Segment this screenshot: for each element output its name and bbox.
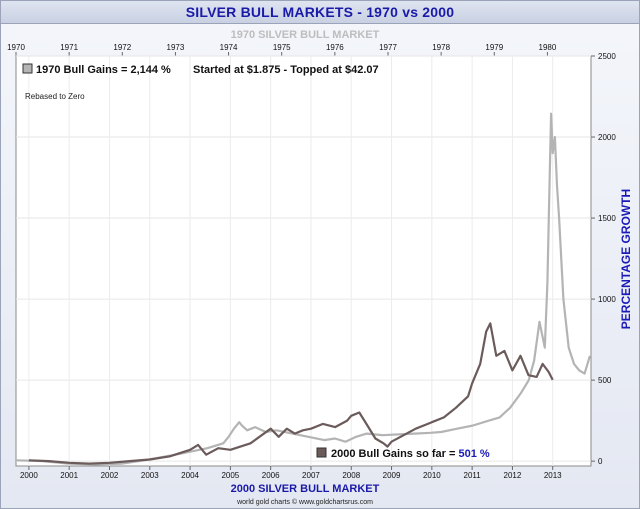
bottom-x-axis: 2000 2001 2002 2003 2004 2005 2006 2007 2008 2009… bbox=[20, 466, 562, 480]
top-tick-label: 1970 bbox=[7, 43, 25, 52]
bottom-tick-label: 2003 bbox=[141, 471, 159, 480]
start-top-note: Started at $1.875 - Topped at $42.07 bbox=[193, 64, 379, 76]
legend-2000-prefix: 2000 Bull Gains so far = bbox=[331, 448, 458, 460]
bottom-tick-label: 2012 bbox=[504, 471, 522, 480]
bottom-tick-label: 2013 bbox=[544, 471, 562, 480]
legend-2000-label: 2000 Bull Gains so far = 501 % bbox=[331, 448, 490, 460]
right-y-axis: 0 500 1000 1500 2000 2500 bbox=[591, 52, 616, 466]
credit-text: world gold charts © www.goldchartsrus.co… bbox=[236, 498, 373, 506]
y-tick-label: 1000 bbox=[598, 295, 616, 304]
bottom-tick-label: 2002 bbox=[101, 471, 119, 480]
bottom-tick-label: 2010 bbox=[423, 471, 441, 480]
top-tick-label: 1974 bbox=[220, 43, 238, 52]
y-axis-title: PERCENTAGE GROWTH bbox=[619, 189, 633, 329]
bottom-tick-label: 2008 bbox=[342, 471, 360, 480]
top-x-axis: 1970 1971 1972 1973 1974 1975 1976 1977 1978 1979… bbox=[7, 43, 557, 56]
series-1970-line bbox=[15, 112, 591, 466]
legend-2000-value: 501 % bbox=[458, 448, 489, 460]
bottom-tick-label: 2004 bbox=[181, 471, 199, 480]
bottom-axis-title: 2000 SILVER BULL MARKET bbox=[231, 483, 380, 495]
y-tick-label: 0 bbox=[598, 457, 603, 466]
top-axis-title: 1970 SILVER BULL MARKET bbox=[231, 29, 380, 41]
legend-1970-label: 1970 Bull Gains = 2,144 % bbox=[36, 64, 171, 76]
y-tick-label: 2000 bbox=[598, 133, 616, 142]
y-tick-label: 500 bbox=[598, 376, 612, 385]
grid-lines bbox=[16, 55, 591, 466]
top-tick-label: 1972 bbox=[113, 43, 131, 52]
top-tick-label: 1980 bbox=[539, 43, 557, 52]
bottom-tick-label: 2009 bbox=[383, 471, 401, 480]
series-2000-line bbox=[28, 322, 554, 465]
legend-2000: 2000 Bull Gains so far = 501 % bbox=[316, 447, 490, 460]
y-tick-label: 2500 bbox=[598, 52, 616, 61]
legend-1970: 1970 Bull Gains = 2,144 % bbox=[22, 63, 171, 76]
bottom-tick-label: 2005 bbox=[221, 471, 239, 480]
y-tick-label: 1500 bbox=[598, 214, 616, 223]
plot-area bbox=[15, 55, 592, 467]
top-tick-label: 1978 bbox=[432, 43, 450, 52]
chart-title: SILVER BULL MARKETS - 1970 vs 2000 bbox=[185, 4, 455, 20]
legend-2000-swatch bbox=[316, 447, 327, 458]
bottom-tick-label: 2007 bbox=[302, 471, 320, 480]
rebased-note: Rebased to Zero bbox=[25, 92, 85, 101]
bottom-tick-label: 2001 bbox=[60, 471, 78, 480]
top-tick-label: 1973 bbox=[167, 43, 185, 52]
top-tick-label: 1975 bbox=[273, 43, 291, 52]
top-tick-label: 1979 bbox=[485, 43, 503, 52]
top-tick-label: 1976 bbox=[326, 43, 344, 52]
legend-1970-swatch bbox=[22, 63, 33, 74]
bottom-tick-label: 2000 bbox=[20, 471, 38, 480]
top-tick-label: 1971 bbox=[60, 43, 78, 52]
line-chart: 1970 1971 1972 1973 1974 1975 1976 1977 1978 1979… bbox=[7, 29, 633, 506]
top-tick-label: 1977 bbox=[379, 43, 397, 52]
title-bar: SILVER BULL MARKETS - 1970 vs 2000 bbox=[1, 1, 639, 24]
series-layer bbox=[15, 112, 591, 466]
bottom-tick-label: 2006 bbox=[262, 471, 280, 480]
bottom-tick-label: 2011 bbox=[464, 471, 482, 480]
